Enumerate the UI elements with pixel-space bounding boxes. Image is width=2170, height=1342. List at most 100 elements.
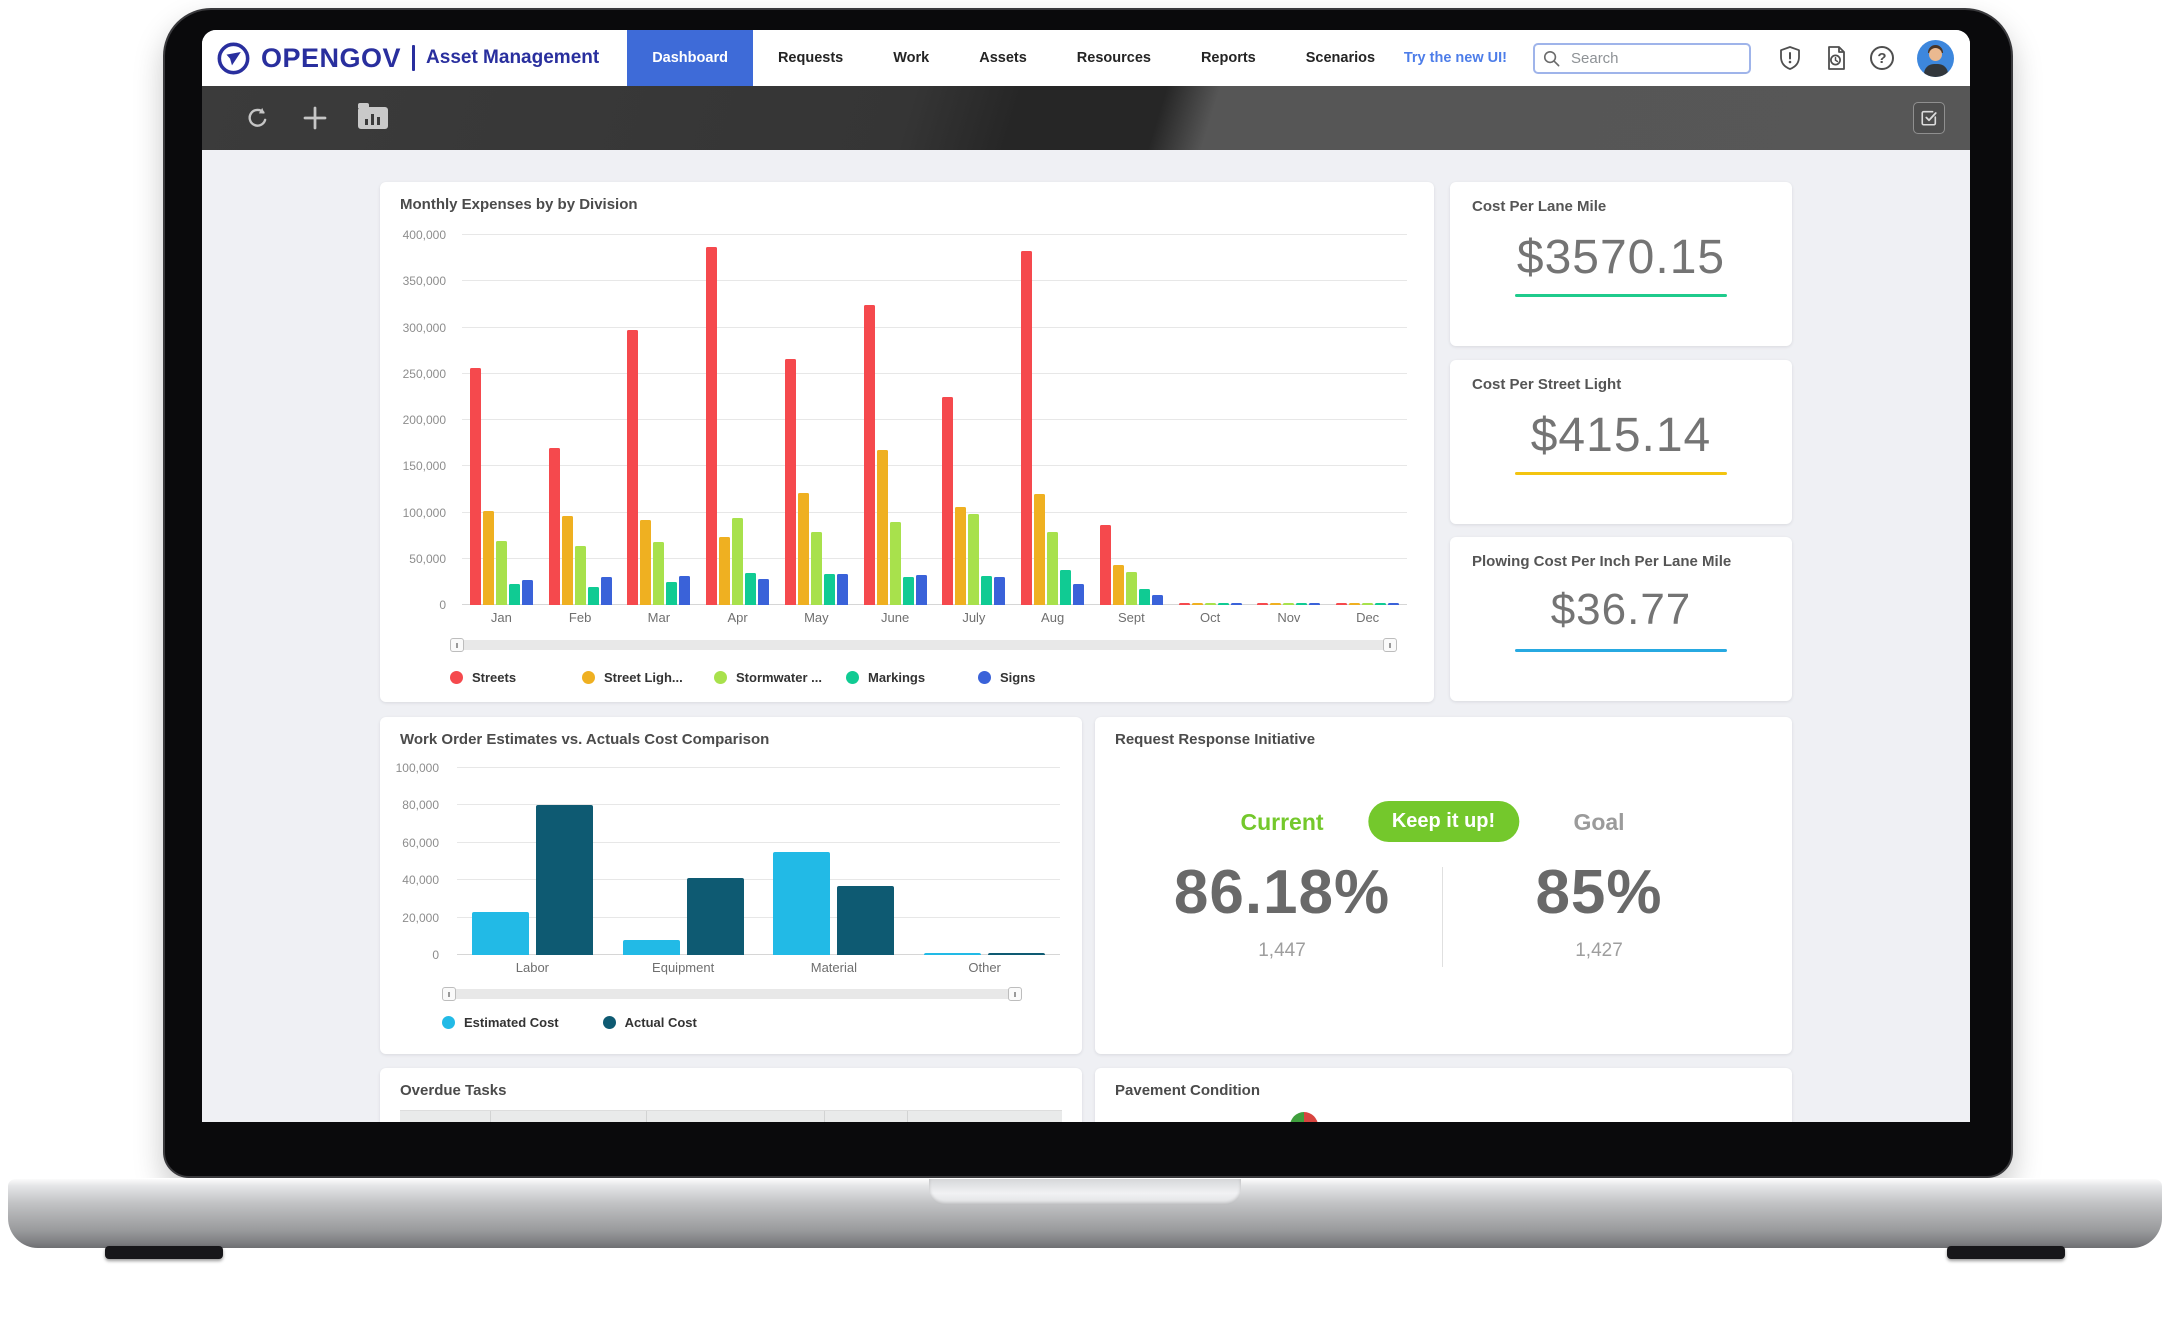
bar bbox=[1375, 602, 1387, 605]
y-tick-label: 20,000 bbox=[402, 910, 439, 925]
bar bbox=[574, 545, 586, 605]
x-tick-label: Oct bbox=[1200, 610, 1221, 625]
bar bbox=[1047, 531, 1059, 605]
kpi-title: Cost Per Street Light bbox=[1472, 376, 1622, 393]
tab-requests[interactable]: Requests bbox=[777, 50, 844, 66]
legend-dot bbox=[978, 671, 991, 684]
bar bbox=[837, 885, 895, 955]
laptop-foot-right bbox=[1947, 1246, 2065, 1259]
legend-dot bbox=[602, 1016, 616, 1029]
brand-separator bbox=[412, 45, 416, 71]
gridline bbox=[462, 234, 1407, 235]
add-icon bbox=[303, 106, 327, 130]
monthly-plot bbox=[462, 234, 1407, 605]
refresh-button[interactable] bbox=[240, 101, 274, 135]
kpi-card-2: Plowing Cost Per Inch Per Lane Mile $36.7… bbox=[1450, 537, 1792, 701]
tab-scenarios[interactable]: Scenarios bbox=[1305, 50, 1376, 66]
legend-dot bbox=[450, 671, 463, 684]
y-tick-label: 50,000 bbox=[409, 551, 446, 566]
gridline bbox=[462, 326, 1407, 328]
bar bbox=[1138, 589, 1150, 605]
monthly-scrollbar[interactable] bbox=[450, 638, 1397, 652]
bar bbox=[968, 514, 980, 605]
legend-label: Signs bbox=[1000, 670, 1036, 685]
bar bbox=[495, 541, 507, 605]
legend-item[interactable]: Street Ligh... bbox=[582, 670, 714, 685]
legend-item[interactable]: Signs bbox=[978, 670, 1110, 685]
legend-item[interactable]: Actual Cost bbox=[602, 1015, 697, 1030]
legend-item[interactable]: Stormwater ... bbox=[714, 670, 846, 685]
kpi-accent-line bbox=[1515, 649, 1727, 652]
bar bbox=[1270, 602, 1282, 605]
dashboard-toolbar bbox=[202, 86, 1970, 150]
bar-groups bbox=[457, 768, 1060, 955]
y-tick-label: 150,000 bbox=[402, 459, 446, 474]
bar bbox=[902, 577, 914, 605]
tab-dashboard[interactable]: Dashboard bbox=[627, 30, 753, 86]
bar bbox=[924, 953, 982, 955]
help-icon[interactable]: ? bbox=[1869, 45, 1895, 71]
bar-group-equipment bbox=[608, 768, 759, 955]
scrollbar-track[interactable] bbox=[442, 989, 1022, 999]
scrollbar-handle-right[interactable] bbox=[1008, 987, 1022, 1001]
gridline bbox=[457, 954, 1060, 955]
bar bbox=[471, 912, 529, 955]
x-tick-label: Dec bbox=[1356, 610, 1380, 625]
bar bbox=[1151, 594, 1163, 605]
document-history-icon[interactable] bbox=[1823, 45, 1849, 71]
scrollbar-handle-left[interactable] bbox=[442, 987, 456, 1001]
bar bbox=[889, 521, 901, 605]
bar bbox=[482, 510, 494, 605]
add-widget-button[interactable] bbox=[298, 101, 332, 135]
bar-group-sept bbox=[1092, 235, 1171, 605]
tab-reports[interactable]: Reports bbox=[1200, 50, 1256, 66]
legend-label: Markings bbox=[868, 670, 926, 685]
x-tick-label: Other bbox=[968, 960, 1001, 975]
goal-count: 1,427 bbox=[1575, 940, 1623, 961]
x-tick-label: Aug bbox=[1041, 610, 1065, 625]
y-tick-label: 0 bbox=[432, 948, 439, 962]
bar bbox=[548, 447, 560, 605]
bar bbox=[1217, 602, 1229, 605]
x-tick-label: Sept bbox=[1118, 610, 1145, 625]
bar-group-labor bbox=[457, 768, 608, 955]
work-order-title: Work Order Estimates vs. Actuals Cost Co… bbox=[400, 731, 770, 748]
avatar[interactable] bbox=[1917, 39, 1954, 77]
legend-dot bbox=[582, 671, 595, 684]
bar bbox=[1021, 250, 1033, 605]
y-tick-label: 100,000 bbox=[395, 761, 439, 775]
scrollbar-handle-left[interactable] bbox=[450, 638, 464, 652]
y-tick-label: 0 bbox=[439, 598, 446, 612]
legend-item[interactable]: Streets bbox=[450, 670, 582, 685]
scrollbar-track[interactable] bbox=[450, 640, 1397, 650]
tab-resources[interactable]: Resources bbox=[1076, 50, 1151, 66]
work-order-scrollbar[interactable] bbox=[442, 987, 1022, 1001]
bar bbox=[981, 576, 993, 605]
gridline bbox=[457, 804, 1060, 806]
bar-group-aug bbox=[1013, 235, 1092, 605]
bar bbox=[732, 518, 744, 605]
monthly-expenses-title: Monthly Expenses by by Division bbox=[400, 196, 638, 213]
legend-item[interactable]: Estimated Cost bbox=[442, 1015, 559, 1030]
bar bbox=[823, 574, 835, 605]
legend-label: Estimated Cost bbox=[464, 1015, 559, 1030]
bar-group-may bbox=[777, 235, 856, 605]
report-folder-button[interactable] bbox=[356, 101, 390, 135]
edit-dashboard-button[interactable] bbox=[1913, 102, 1945, 134]
gridline bbox=[457, 879, 1060, 881]
y-tick-label: 100,000 bbox=[402, 505, 446, 520]
shield-alert-icon[interactable] bbox=[1777, 45, 1803, 71]
bar bbox=[1125, 571, 1137, 605]
scrollbar-handle-right[interactable] bbox=[1383, 638, 1397, 652]
tab-work[interactable]: Work bbox=[893, 50, 930, 66]
tab-assets[interactable]: Assets bbox=[979, 50, 1027, 66]
current-column: Current 86.18% 1,447 bbox=[1132, 809, 1432, 962]
kpi-accent-line bbox=[1515, 472, 1727, 475]
search-box bbox=[1533, 42, 1751, 74]
bar bbox=[587, 587, 599, 605]
try-new-ui-link[interactable]: Try the new UI! bbox=[1403, 50, 1507, 66]
search-input[interactable] bbox=[1533, 42, 1751, 74]
opengov-logo[interactable]: OPENGOV Asset Management bbox=[217, 42, 599, 75]
monthly-legend: Streets Street Ligh... Stormwater ... Marki… bbox=[450, 670, 1110, 685]
legend-item[interactable]: Markings bbox=[846, 670, 978, 685]
